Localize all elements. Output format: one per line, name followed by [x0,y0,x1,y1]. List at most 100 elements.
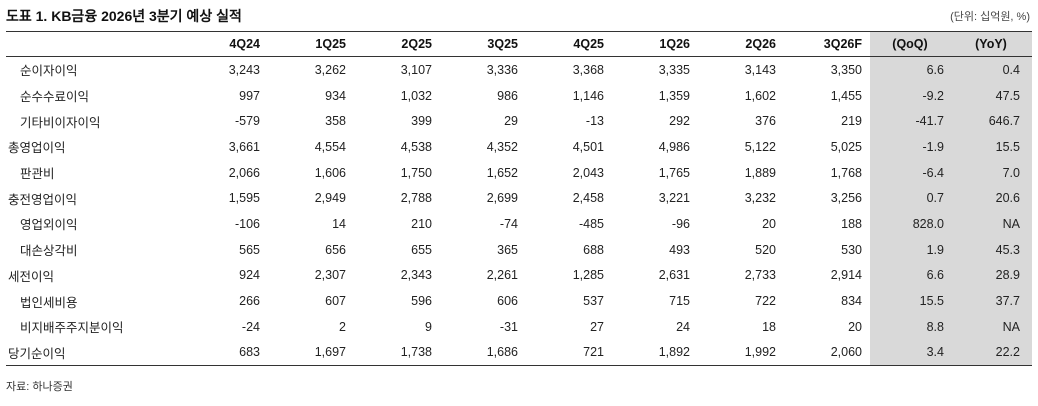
column-header: 3Q26F [784,31,870,57]
earnings-table: 4Q24 1Q25 2Q25 3Q25 4Q25 1Q26 2Q26 3Q26F (QoQ) (Y… [6,31,1032,367]
table-cell: 2,043 [572,165,604,180]
table-cell: 3,107 [400,62,432,77]
table-cell: 2 [339,319,346,334]
table-cell: 1,765 [658,165,690,180]
table-cell: 399 [411,114,432,129]
table-cell: 2,631 [658,268,690,283]
table-cell: 37.7 [956,288,1032,314]
table-cell: 15.5 [870,288,956,314]
table-cell: 3,350 [830,62,862,77]
table-cell: 1,359 [658,88,690,103]
table-row: 순수수료이익 997 934 1,032 986 1,146 1,359 1,602 1,455… [6,82,1032,109]
table-cell: 1,146 [572,88,604,103]
column-header: (YoY) [956,31,1032,57]
table-cell: 655 [411,242,432,257]
table-cell: 5,122 [744,139,776,154]
table-cell: 358 [325,114,346,129]
table-cell: -96 [671,216,690,231]
row-label: 영업외이익 [20,218,78,233]
row-label: 순수수료이익 [20,90,90,105]
table-cell: 4,352 [486,139,518,154]
table-cell: 2,914 [830,268,862,283]
table-cell: 4,986 [658,139,690,154]
table-cell: -31 [499,319,518,334]
table-cell: 1.9 [870,236,956,263]
table-cell: 1,652 [486,165,518,180]
header-label-cell [6,31,182,57]
table-cell: 45.3 [956,236,1032,263]
table-cell: 20 [762,216,776,231]
table-row: 영업외이익 -106 14 210 -74 -485 -96 20 188 828.0 NA [6,211,1032,237]
table-cell: 1,750 [400,165,432,180]
table-cell: 520 [755,242,776,257]
table-cell: 1,697 [268,339,354,367]
table-cell: 3,243 [228,62,260,77]
table-cell: 2,343 [400,268,432,283]
table-cell: 3,256 [830,191,862,206]
row-label: 총영업이익 [8,141,66,156]
table-cell: 24 [676,319,690,334]
table-row: 총영업이익 3,661 4,554 4,538 4,352 4,501 4,986 5,122… [6,134,1032,160]
row-label: 기타비이자이익 [20,115,101,130]
table-cell: 365 [497,242,518,257]
table-cell: 2,066 [228,165,260,180]
table-row: 세전이익 924 2,307 2,343 2,261 1,285 2,631 2,733 2,9… [6,262,1032,289]
table-cell: 2,733 [744,268,776,283]
table-cell: 2,060 [784,339,870,367]
table-cell: -1.9 [870,134,956,160]
table-cell: 596 [411,294,432,309]
table-cell: 188 [841,216,862,231]
table-body: 순이자이익 3,243 3,262 3,107 3,336 3,368 3,335 3,143… [6,56,1032,367]
table-cell: 688 [583,242,604,257]
table-cell: 266 [239,294,260,309]
table-cell: 47.5 [956,82,1032,109]
table-cell: -6.4 [870,159,956,186]
table-cell: 3,143 [744,62,776,77]
table-cell: -24 [241,319,260,334]
table-cell: 20.6 [956,185,1032,212]
page-title: 도표 1. KB금융 2026년 3분기 예상 실적 [6,8,242,24]
table-cell: 2,261 [486,268,518,283]
table-row: 기타비이자이익 -579 358 399 29 -13 292 376 219 -41.7 646.… [6,108,1032,135]
row-label: 대손상각비 [20,244,78,259]
table-cell: 828.0 [870,211,956,237]
table-row: 당기순이익 683 1,697 1,738 1,686 721 1,892 1,992 2,06… [6,339,1032,367]
table-cell: NA [956,313,1032,340]
table-cell: 3,335 [658,62,690,77]
table-cell: 721 [526,339,612,367]
row-label: 당기순이익 [6,339,182,367]
table-cell: 7.0 [956,159,1032,186]
table-row: 판관비 2,066 1,606 1,750 1,652 2,043 1,765 1,889 1,… [6,159,1032,186]
row-label: 판관비 [20,167,55,182]
table-cell: 1,889 [744,165,776,180]
table-cell: 834 [841,294,862,309]
table-cell: 1,285 [572,268,604,283]
table-cell: 997 [239,88,260,103]
table-cell: 1,595 [228,191,260,206]
row-label: 법인세비용 [20,295,78,310]
row-label: 충전영업이익 [8,192,78,207]
table-row: 법인세비용 266 607 596 606 537 715 722 834 15.5 37.7 [6,288,1032,314]
table-cell: 1,602 [744,88,776,103]
table-cell: -9.2 [870,82,956,109]
table-cell: -41.7 [870,108,956,135]
column-header: 1Q25 [268,31,354,57]
table-row: 대손상각비 565 656 655 365 688 493 520 530 1.9 45.3 [6,236,1032,263]
table-cell: 0.4 [956,56,1032,83]
table-cell: NA [956,211,1032,237]
table-cell: 2,458 [572,191,604,206]
table-cell: 3,262 [314,62,346,77]
table-cell: 1,606 [314,165,346,180]
table-row: 충전영업이익 1,595 2,949 2,788 2,699 2,458 3,221 3,23… [6,185,1032,212]
table-cell: 715 [669,294,690,309]
row-label: 비지배주주지분이익 [20,321,124,336]
table-cell: 683 [182,339,268,367]
table-cell: 1,738 [354,339,440,367]
table-cell: 4,538 [400,139,432,154]
column-header: 4Q24 [182,31,268,57]
table-cell: 606 [497,294,518,309]
table-cell: 537 [583,294,604,309]
table-cell: 1,032 [400,88,432,103]
table-cell: 986 [497,88,518,103]
table-row: 순이자이익 3,243 3,262 3,107 3,336 3,368 3,335 3,143… [6,56,1032,83]
